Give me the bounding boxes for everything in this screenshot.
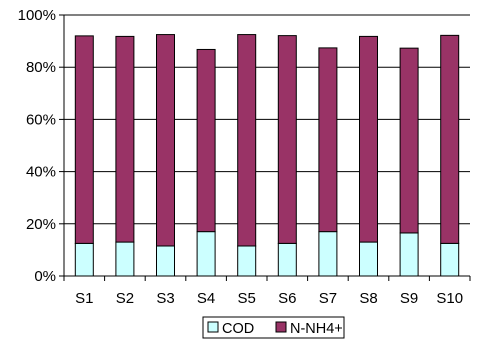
bar-n-nh4-s2 [115, 35, 135, 243]
y-tick-label: 100% [18, 7, 56, 24]
bar-n-nh4-s5 [237, 34, 257, 247]
bar-cod-s3 [156, 245, 175, 277]
bar-cod-s1 [74, 242, 94, 277]
x-tick-label: S10 [436, 290, 463, 307]
bar-n-nh4-s1 [74, 35, 94, 244]
legend-label-cod: COD [222, 321, 254, 337]
legend-swatch-cod [207, 321, 219, 333]
x-tick-labels: S1 S2 S3 S4 S5 S6 S7 S8 S9 S10 [75, 290, 463, 307]
bar-n-nh4-s3 [156, 34, 175, 247]
x-tick-label: S9 [400, 290, 418, 307]
y-tick-label: 40% [26, 164, 56, 181]
x-tick-label: S2 [116, 290, 134, 307]
bar-n-nh4-s10 [440, 34, 460, 244]
x-tick-label: S7 [319, 290, 337, 307]
legend: COD N-NH4+ [202, 316, 345, 339]
bar-cod-s8 [359, 241, 378, 277]
x-tick-label: S1 [75, 290, 93, 307]
bar-n-nh4-s4 [196, 48, 216, 233]
x-tick-label: S8 [359, 290, 377, 307]
y-tick-label: 0% [34, 268, 56, 285]
bar-cod-s9 [399, 232, 419, 277]
bar-cod-s6 [277, 242, 297, 277]
x-tick-label: S4 [197, 290, 215, 307]
bar-n-nh4-s7 [318, 47, 338, 233]
bar-cod-s2 [115, 241, 135, 277]
bar-cod-s5 [237, 245, 257, 277]
y-tick-label: 60% [26, 111, 56, 128]
bar-n-nh4-s8 [359, 35, 378, 243]
x-tick-label: S5 [238, 290, 256, 307]
bar-n-nh4-s9 [399, 47, 419, 234]
bar-n-nh4-s6 [277, 35, 297, 244]
x-tick-label: S3 [156, 290, 174, 307]
legend-box [202, 316, 345, 339]
axes [59, 14, 471, 281]
y-tick-labels: 0% 20% 40% 60% 80% 100% [18, 7, 56, 285]
legend-swatch-n-nh4 [275, 321, 287, 333]
bar-cod-s7 [318, 231, 338, 277]
y-tick-label: 80% [26, 59, 56, 76]
x-tick-label: S6 [278, 290, 296, 307]
bar-cod-s4 [196, 231, 216, 277]
legend-label-n-nh4: N-NH4+ [290, 321, 343, 337]
bars [74, 34, 460, 277]
bar-cod-s10 [440, 242, 460, 277]
y-tick-label: 20% [26, 216, 56, 233]
